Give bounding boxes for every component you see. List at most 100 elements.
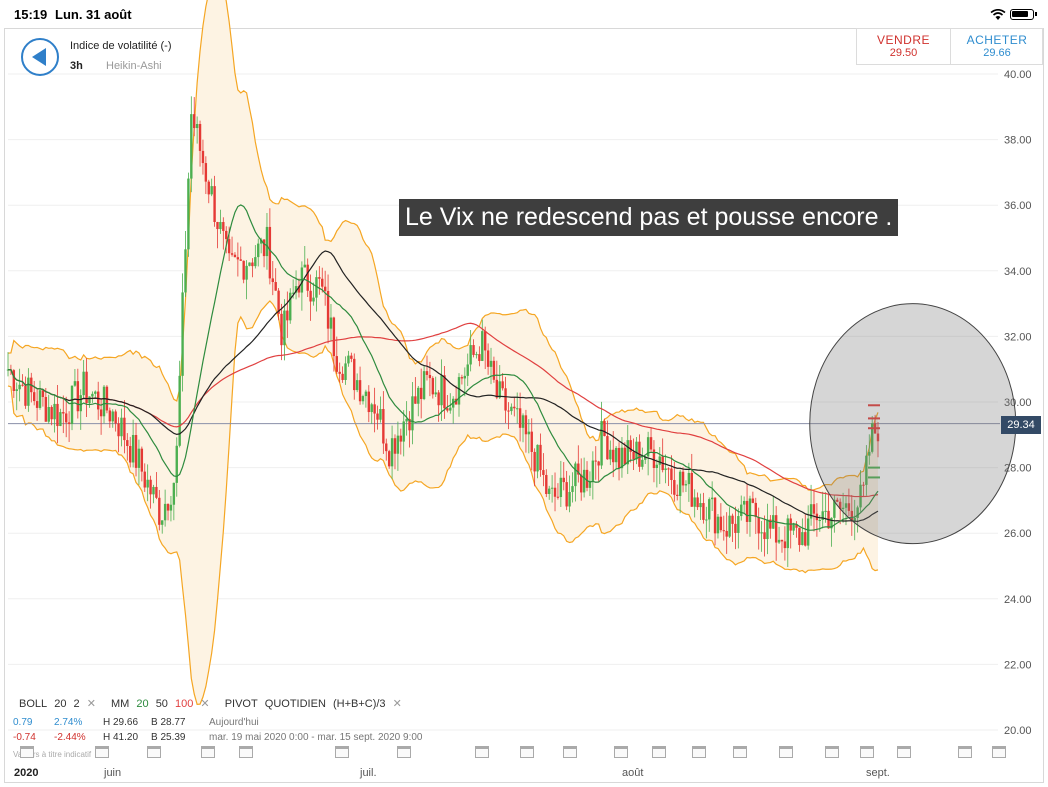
calendar-event-icon[interactable] <box>520 746 534 758</box>
remove-pivot-icon[interactable]: ✕ <box>392 698 402 710</box>
candle-body <box>99 409 103 417</box>
x-tick-label: sept. <box>866 767 890 779</box>
candle-body <box>652 449 656 469</box>
boll-label[interactable]: BOLL <box>19 698 48 710</box>
candle-body <box>236 257 240 260</box>
calendar-event-icon[interactable] <box>897 746 911 758</box>
x-tick-label: 2020 <box>14 767 39 779</box>
candle-body <box>649 437 653 450</box>
y-tick-label: 22.00 <box>1004 659 1032 671</box>
candle-body <box>393 438 397 454</box>
candle-body <box>812 504 816 514</box>
candle-body <box>623 447 627 465</box>
candle-body <box>574 463 577 487</box>
chart-type-label[interactable]: Heikin-Ashi <box>106 60 162 72</box>
candle-body <box>422 371 426 400</box>
candle-body <box>582 469 586 493</box>
candle-body <box>597 461 600 466</box>
pivot-label[interactable]: PIVOT <box>224 698 258 710</box>
status-time: 15:19 <box>14 7 48 22</box>
buy-button[interactable]: ACHETER 29.66 <box>951 29 1043 64</box>
candle-body <box>126 440 129 447</box>
candle-body <box>850 510 854 522</box>
candle-body <box>690 472 693 507</box>
candle-body <box>347 355 350 364</box>
calendar-event-icon[interactable] <box>958 746 972 758</box>
candle-body <box>24 385 27 406</box>
candle-body <box>434 392 437 395</box>
candle-body <box>181 292 184 376</box>
candle-body <box>580 474 583 493</box>
candle-body <box>318 277 321 279</box>
calendar-event-icon[interactable] <box>825 746 839 758</box>
boll-dev: 2 <box>73 698 80 710</box>
candle-body <box>291 292 295 294</box>
remove-boll-icon[interactable]: ✕ <box>86 698 96 710</box>
candle-body <box>641 459 644 467</box>
calendar-event-icon[interactable] <box>733 746 747 758</box>
sell-price: 29.50 <box>889 47 918 59</box>
candle-body <box>481 331 484 361</box>
candle-body <box>565 482 568 507</box>
candle-body <box>533 451 536 472</box>
calendar-event-icon[interactable] <box>563 746 577 758</box>
remove-mm-icon[interactable]: ✕ <box>200 698 210 710</box>
calendar-event-icon[interactable] <box>95 746 109 758</box>
calendar-event-icon[interactable] <box>147 746 161 758</box>
candle-body <box>833 499 836 518</box>
candle-body <box>82 371 85 396</box>
candle-body <box>120 417 123 437</box>
calendar-event-icon[interactable] <box>779 746 793 758</box>
candle-body <box>722 530 725 532</box>
calendar-event-icon[interactable] <box>992 746 1006 758</box>
candle-body <box>326 290 330 329</box>
calendar-event-icon[interactable] <box>692 746 706 758</box>
candle-body <box>754 502 757 518</box>
back-button[interactable] <box>21 38 59 76</box>
calendar-event-icon[interactable] <box>335 746 349 758</box>
candle-body <box>603 421 606 437</box>
candle-body <box>699 503 702 508</box>
candle-body <box>364 391 368 397</box>
candle-body <box>696 497 699 508</box>
candle-body <box>620 447 624 469</box>
candle-body <box>161 520 164 525</box>
calendar-event-icon[interactable] <box>860 746 874 758</box>
calendar-event-icon[interactable] <box>475 746 489 758</box>
sell-button[interactable]: VENDRE 29.50 <box>857 29 951 64</box>
candle-body <box>297 286 301 293</box>
calendar-event-icon[interactable] <box>201 746 215 758</box>
candle-body <box>338 371 341 374</box>
calendar-event-icon[interactable] <box>652 746 666 758</box>
candle-body <box>166 503 170 511</box>
candle-body <box>242 260 245 280</box>
candle-body <box>841 507 845 510</box>
candle-body <box>678 471 682 496</box>
candle-body <box>239 259 242 261</box>
period-pct: -2.44% <box>54 732 86 743</box>
candle-body <box>21 384 24 386</box>
x-tick-label: août <box>622 767 644 779</box>
calendar-event-icon[interactable] <box>614 746 628 758</box>
candle-body <box>515 408 519 410</box>
candle-body <box>204 163 208 182</box>
candle-body <box>56 403 59 427</box>
today-label: Aujourd'hui <box>209 717 259 728</box>
candle-body <box>606 436 609 460</box>
candle-body <box>600 421 603 466</box>
candle-body <box>716 516 720 534</box>
status-date: Lun. 31 août <box>55 7 132 22</box>
candle-body <box>210 186 213 195</box>
mm-label[interactable]: MM <box>110 698 130 710</box>
timeframe-selector[interactable]: 3h <box>70 60 83 72</box>
candle-body <box>431 378 435 395</box>
calendar-event-icon[interactable] <box>239 746 253 758</box>
candle-body <box>268 226 272 279</box>
calendar-event-icon[interactable] <box>397 746 411 758</box>
candle-body <box>97 391 100 410</box>
candle-body <box>129 446 132 463</box>
candle-body <box>265 226 269 257</box>
candle-body <box>225 230 228 240</box>
calendar-event-icon[interactable] <box>20 746 34 758</box>
